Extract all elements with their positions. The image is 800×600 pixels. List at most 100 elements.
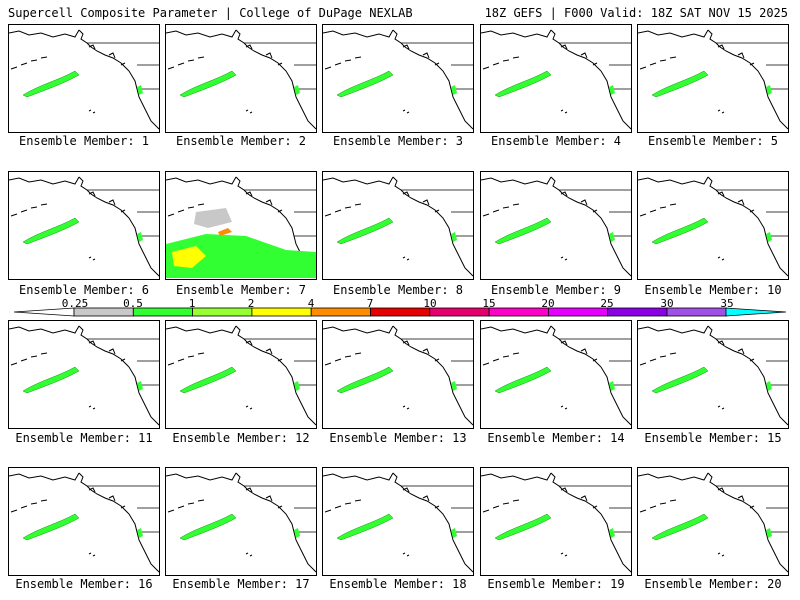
- member-label-6: Ensemble Member: 6: [18, 283, 150, 297]
- member-map-16[interactable]: [8, 467, 160, 576]
- member-map-19[interactable]: [480, 467, 632, 576]
- member-label-9: Ensemble Member: 9: [490, 283, 622, 297]
- alaska-coast: [481, 176, 552, 185]
- member-map-graphic: [166, 29, 316, 130]
- aleutian-islands: [324, 56, 362, 70]
- alaska-coast: [323, 29, 394, 38]
- member-label-8: Ensemble Member: 8: [332, 283, 464, 297]
- color-scale-bar: [14, 297, 792, 319]
- member-label-4: Ensemble Member: 4: [490, 134, 622, 148]
- scp-plume: [336, 70, 394, 98]
- coastline: [235, 325, 316, 426]
- scale-color-segment: [370, 307, 431, 317]
- border-line: [401, 338, 473, 386]
- hawaii-islands: [717, 552, 725, 557]
- member-map-3[interactable]: [322, 24, 474, 133]
- member-map-1[interactable]: [8, 24, 160, 133]
- member-map-2[interactable]: [165, 24, 317, 133]
- member-map-12[interactable]: [165, 320, 317, 429]
- coast-islands: [560, 487, 598, 509]
- scp-plume: [336, 217, 394, 245]
- member-map-graphic: [9, 472, 159, 573]
- member-map-9[interactable]: [480, 171, 632, 280]
- scp-plume: [179, 70, 237, 98]
- coastline: [707, 29, 788, 130]
- coast-islands: [402, 487, 440, 509]
- coastline: [392, 472, 473, 573]
- coast-islands: [88, 191, 126, 213]
- member-map-graphic: [638, 176, 788, 277]
- member-map-11[interactable]: [8, 320, 160, 429]
- alaska-coast: [638, 325, 709, 334]
- scale-color-segment: [251, 307, 312, 317]
- coast-islands: [88, 44, 126, 66]
- member-map-graphic: [166, 176, 316, 278]
- scp-spot: [609, 528, 615, 538]
- coastline: [392, 29, 473, 130]
- member-label-13: Ensemble Member: 13: [329, 431, 467, 445]
- member-map-17[interactable]: [165, 467, 317, 576]
- border-line: [244, 42, 316, 90]
- orange-core: [218, 228, 232, 236]
- scp-spot: [137, 232, 143, 242]
- member-label-14: Ensemble Member: 14: [487, 431, 625, 445]
- member-label-16: Ensemble Member: 16: [15, 577, 153, 591]
- aleutian-islands: [639, 203, 677, 217]
- coastline: [392, 176, 473, 277]
- scp-spot: [294, 85, 300, 95]
- hawaii-islands: [88, 109, 96, 114]
- scale-color-segment: [192, 307, 253, 317]
- coastline: [550, 472, 631, 573]
- member-map-8[interactable]: [322, 171, 474, 280]
- member-map-7[interactable]: [165, 171, 317, 280]
- scp-spot: [137, 528, 143, 538]
- aleutian-islands: [639, 352, 677, 366]
- member-map-5[interactable]: [637, 24, 789, 133]
- hawaii-islands: [88, 552, 96, 557]
- aleutian-islands: [10, 203, 48, 217]
- member-map-20[interactable]: [637, 467, 789, 576]
- member-map-15[interactable]: [637, 320, 789, 429]
- coast-islands: [245, 487, 283, 509]
- member-map-graphic: [481, 176, 631, 277]
- coast-islands: [245, 191, 283, 213]
- border-line: [716, 42, 788, 90]
- member-label-11: Ensemble Member: 11: [15, 431, 153, 445]
- aleutian-islands: [167, 352, 205, 366]
- member-map-graphic: [166, 325, 316, 426]
- hawaii-islands: [245, 109, 253, 114]
- scp-spot: [766, 85, 772, 95]
- scale-tick-0.5: 0.5: [123, 297, 143, 310]
- border-line: [87, 189, 159, 237]
- scp-plume: [651, 513, 709, 541]
- member-label-18: Ensemble Member: 18: [329, 577, 467, 591]
- scp-plume: [179, 513, 237, 541]
- coastline: [78, 325, 159, 426]
- member-map-13[interactable]: [322, 320, 474, 429]
- member-map-6[interactable]: [8, 171, 160, 280]
- scp-spot: [137, 381, 143, 391]
- coastline: [707, 325, 788, 426]
- member-map-10[interactable]: [637, 171, 789, 280]
- border-line: [87, 485, 159, 533]
- scp-plume: [651, 366, 709, 394]
- coast-islands: [717, 191, 755, 213]
- gray-field: [194, 208, 232, 228]
- aleutian-islands: [10, 499, 48, 513]
- product-title: Supercell Composite Parameter | College …: [8, 6, 413, 20]
- alaska-coast: [166, 29, 237, 38]
- coastline: [78, 472, 159, 573]
- coastline: [550, 325, 631, 426]
- alaska-coast: [9, 472, 80, 481]
- member-map-14[interactable]: [480, 320, 632, 429]
- aleutian-islands: [639, 499, 677, 513]
- aleutian-islands: [324, 352, 362, 366]
- header: Supercell Composite Parameter | College …: [0, 0, 800, 22]
- member-map-18[interactable]: [322, 467, 474, 576]
- coast-islands: [402, 44, 440, 66]
- scale-color-segment: [548, 307, 609, 317]
- member-map-graphic: [166, 472, 316, 573]
- scale-color-segment: [488, 307, 549, 317]
- member-map-4[interactable]: [480, 24, 632, 133]
- member-label-17: Ensemble Member: 17: [172, 577, 310, 591]
